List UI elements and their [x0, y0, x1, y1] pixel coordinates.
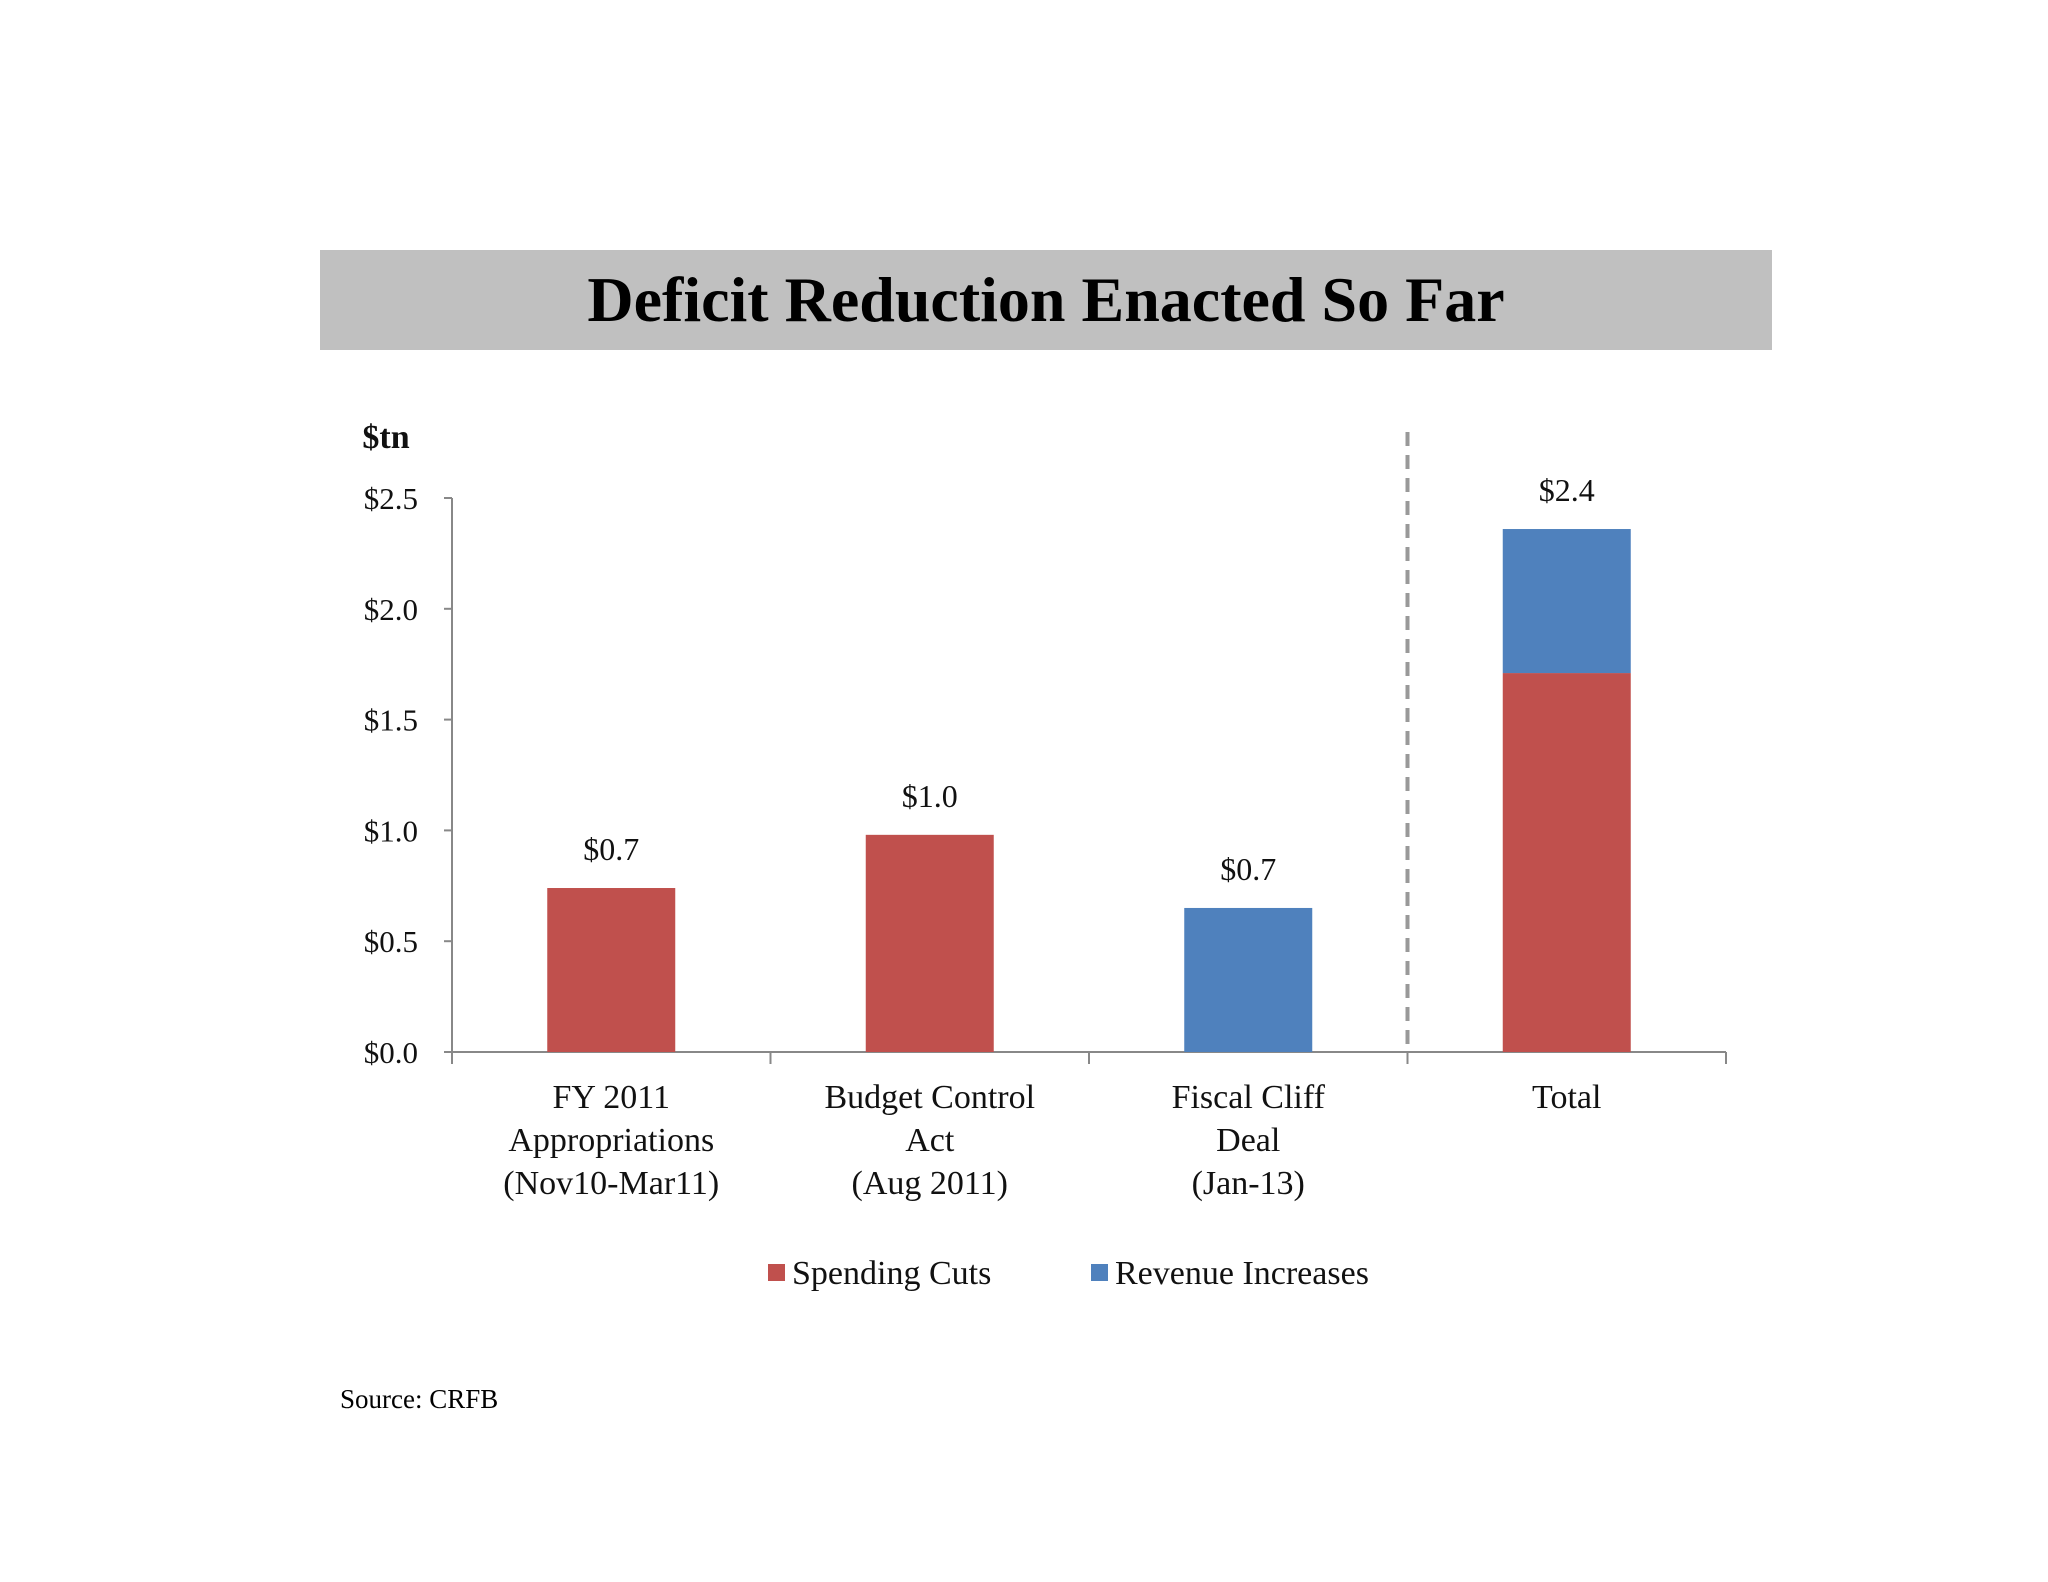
- data-label: $0.7: [1220, 851, 1276, 887]
- x-category-label: (Nov10-Mar11): [503, 1165, 719, 1202]
- x-category-label: Total: [1532, 1079, 1601, 1116]
- legend-swatch: [768, 1264, 785, 1281]
- source-note: Source: CRFB: [340, 1384, 499, 1414]
- x-category-label: (Aug 2011): [852, 1165, 1008, 1202]
- bar-spending-cuts: [547, 888, 676, 1052]
- bar-revenue-increases: [1502, 529, 1631, 674]
- data-label: $0.7: [583, 831, 639, 867]
- bar-spending-cuts: [865, 834, 994, 1052]
- bar-revenue-increases: [1184, 907, 1313, 1052]
- y-tick-label: $1.0: [364, 813, 418, 848]
- x-category-label: (Jan-13): [1192, 1165, 1305, 1202]
- chart-title-bar: Deficit Reduction Enacted So Far: [320, 250, 1772, 350]
- y-unit-label: $tn: [362, 419, 409, 456]
- data-label: $1.0: [902, 778, 958, 814]
- x-category-label: FY 2011: [553, 1079, 670, 1116]
- x-category-label: Appropriations: [508, 1122, 714, 1159]
- x-category-label: Deal: [1216, 1122, 1280, 1159]
- x-category-label: Act: [905, 1122, 955, 1159]
- y-tick-label: $2.5: [364, 481, 418, 516]
- legend-label: Revenue Increases: [1115, 1255, 1369, 1292]
- y-tick-label: $0.5: [364, 924, 418, 959]
- y-tick-label: $2.0: [364, 592, 418, 627]
- y-tick-label: $1.5: [364, 703, 418, 738]
- x-category-label: Fiscal Cliff: [1172, 1079, 1326, 1116]
- x-category-label: Budget Control: [824, 1079, 1035, 1116]
- bar-spending-cuts: [1502, 673, 1631, 1052]
- legend-swatch: [1091, 1264, 1108, 1281]
- data-label: $2.4: [1539, 472, 1595, 508]
- y-tick-label: $0.0: [364, 1035, 418, 1070]
- legend-label: Spending Cuts: [792, 1255, 991, 1292]
- chart-title: Deficit Reduction Enacted So Far: [587, 264, 1505, 335]
